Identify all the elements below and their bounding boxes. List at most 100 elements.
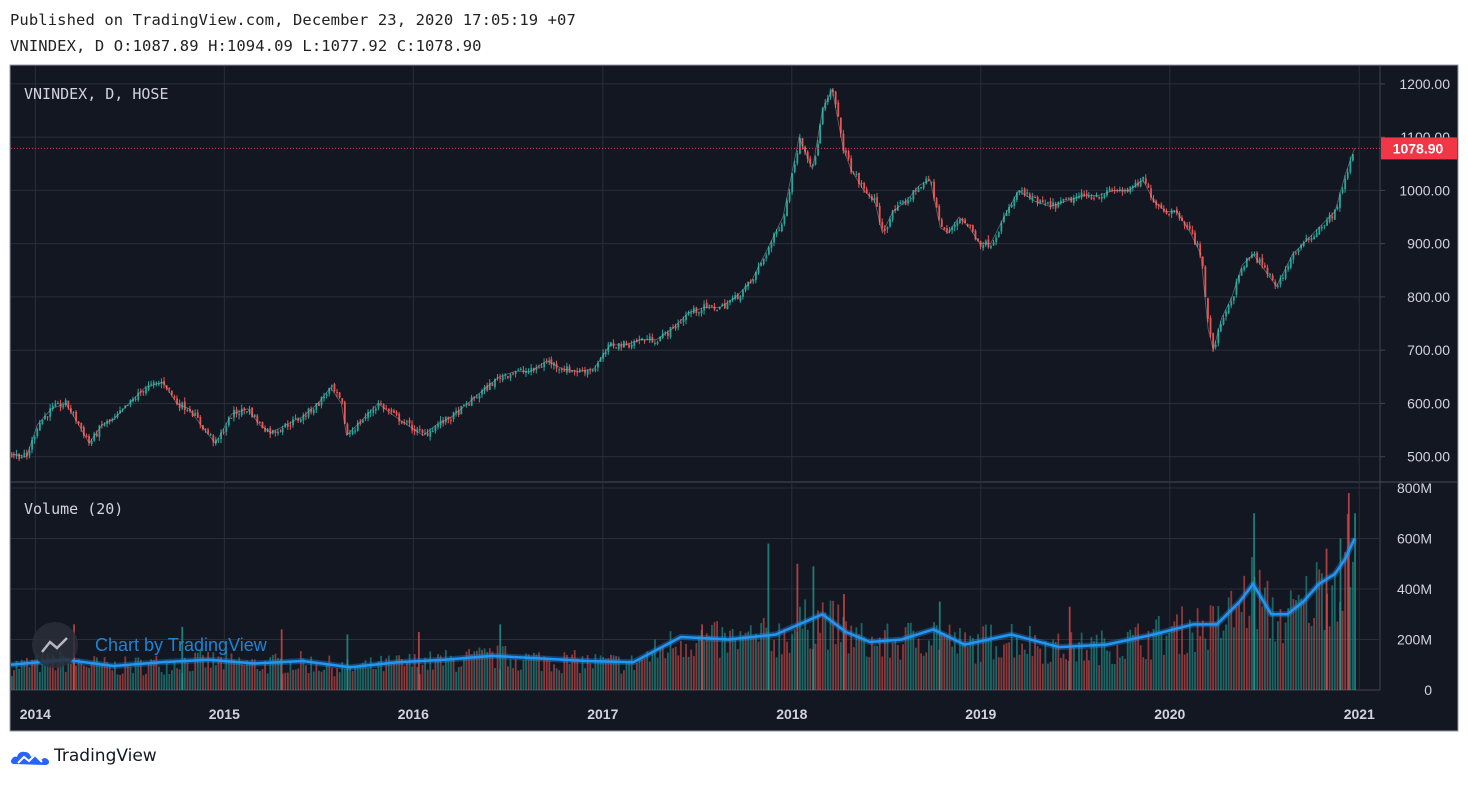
candle-body (1232, 296, 1235, 301)
footer-brand[interactable]: TradingView (10, 744, 157, 768)
volume-spike (843, 594, 845, 690)
volume-bar (762, 617, 765, 690)
candle-body (204, 428, 207, 430)
volume-bar (1313, 617, 1316, 690)
candle-body (176, 398, 178, 405)
volume-bar (1274, 641, 1277, 690)
candle-body (1297, 249, 1300, 253)
volume-bar (1346, 513, 1349, 690)
watermark-logo-mark (41, 637, 68, 653)
candle-body (938, 206, 941, 220)
candle-body (310, 409, 313, 413)
volume-bar (90, 661, 93, 690)
candle-body (1261, 257, 1264, 265)
candle-body (1023, 188, 1026, 196)
volume-bar (814, 643, 817, 690)
volume-bar (191, 670, 194, 690)
candle-body (692, 307, 695, 313)
volume-bar (651, 650, 654, 690)
volume-bar (545, 659, 548, 690)
volume-bar (912, 630, 915, 690)
candle-body (132, 399, 134, 402)
volume-bar (1170, 626, 1173, 690)
candle-body (160, 382, 163, 385)
candle-body (385, 408, 388, 410)
volume-bar (881, 656, 884, 690)
volume-bar (85, 666, 88, 690)
volume-bar (1328, 626, 1331, 690)
volume-bar (1119, 657, 1121, 690)
volume-bar (1010, 623, 1013, 690)
candle-body (814, 156, 817, 165)
candle-body (597, 362, 599, 368)
candle-body (470, 397, 473, 406)
volume-bar (1080, 632, 1083, 690)
candle-body (320, 397, 323, 406)
candle-body (362, 420, 364, 423)
candle-body (907, 200, 910, 204)
volume-bar (1023, 649, 1026, 690)
volume-bar (703, 641, 706, 690)
candle-body (1188, 225, 1191, 230)
volume-bar (987, 640, 990, 690)
candle-body (199, 417, 202, 425)
volume-bar (57, 663, 59, 690)
volume-bar (447, 658, 450, 690)
candle-body (1308, 238, 1310, 240)
volume-bar (922, 655, 925, 690)
candle-body (995, 237, 998, 243)
volume-bar (837, 604, 840, 690)
volume-bar (604, 658, 607, 690)
candle-body (372, 409, 375, 413)
candle-body (1095, 195, 1098, 198)
candle-body (1207, 298, 1209, 319)
candle-body (416, 428, 419, 433)
candle-body (277, 431, 279, 434)
volume-bar (429, 651, 432, 690)
volume-bar (883, 630, 886, 690)
candle-body (860, 182, 863, 184)
candle-body (292, 419, 294, 426)
volume-bar (1100, 630, 1103, 690)
candle-body (1165, 211, 1168, 214)
candle-body (514, 371, 517, 374)
candle-body (1264, 265, 1266, 268)
candle-body (868, 194, 871, 196)
volume-bar (1021, 643, 1023, 690)
volume-bar (739, 631, 742, 690)
volume-bar (827, 649, 829, 690)
volume-bar (915, 647, 917, 690)
candle-body (279, 430, 282, 432)
volume-bar (839, 642, 842, 690)
candle-body (338, 392, 341, 398)
candle-body (1305, 237, 1308, 242)
candle-body (504, 375, 507, 377)
candle-body (419, 429, 421, 431)
candle-body (238, 414, 241, 416)
candle-body (328, 388, 331, 394)
candle-body (302, 414, 305, 421)
volume-bar (486, 651, 489, 690)
volume-bar (315, 663, 318, 690)
volume-bar (277, 657, 279, 690)
candle-body (1034, 196, 1036, 198)
volume-bar (1258, 569, 1261, 690)
candle-body (935, 198, 938, 208)
candle-body (380, 403, 382, 405)
candle-body (669, 326, 672, 338)
candle-body (356, 422, 359, 431)
volume-bar (259, 670, 261, 690)
candle-body (1225, 311, 1227, 317)
candle-body (220, 432, 222, 440)
volume-bar (1276, 621, 1279, 690)
candle-body (917, 188, 920, 192)
candle-body (664, 332, 667, 334)
volume-bar (571, 654, 574, 690)
volume-bar (817, 610, 819, 690)
volume-bar (41, 653, 44, 690)
volume-bar (1095, 634, 1098, 690)
volume-bar (406, 661, 408, 690)
candle-body (974, 230, 977, 240)
candle-body (235, 409, 238, 414)
